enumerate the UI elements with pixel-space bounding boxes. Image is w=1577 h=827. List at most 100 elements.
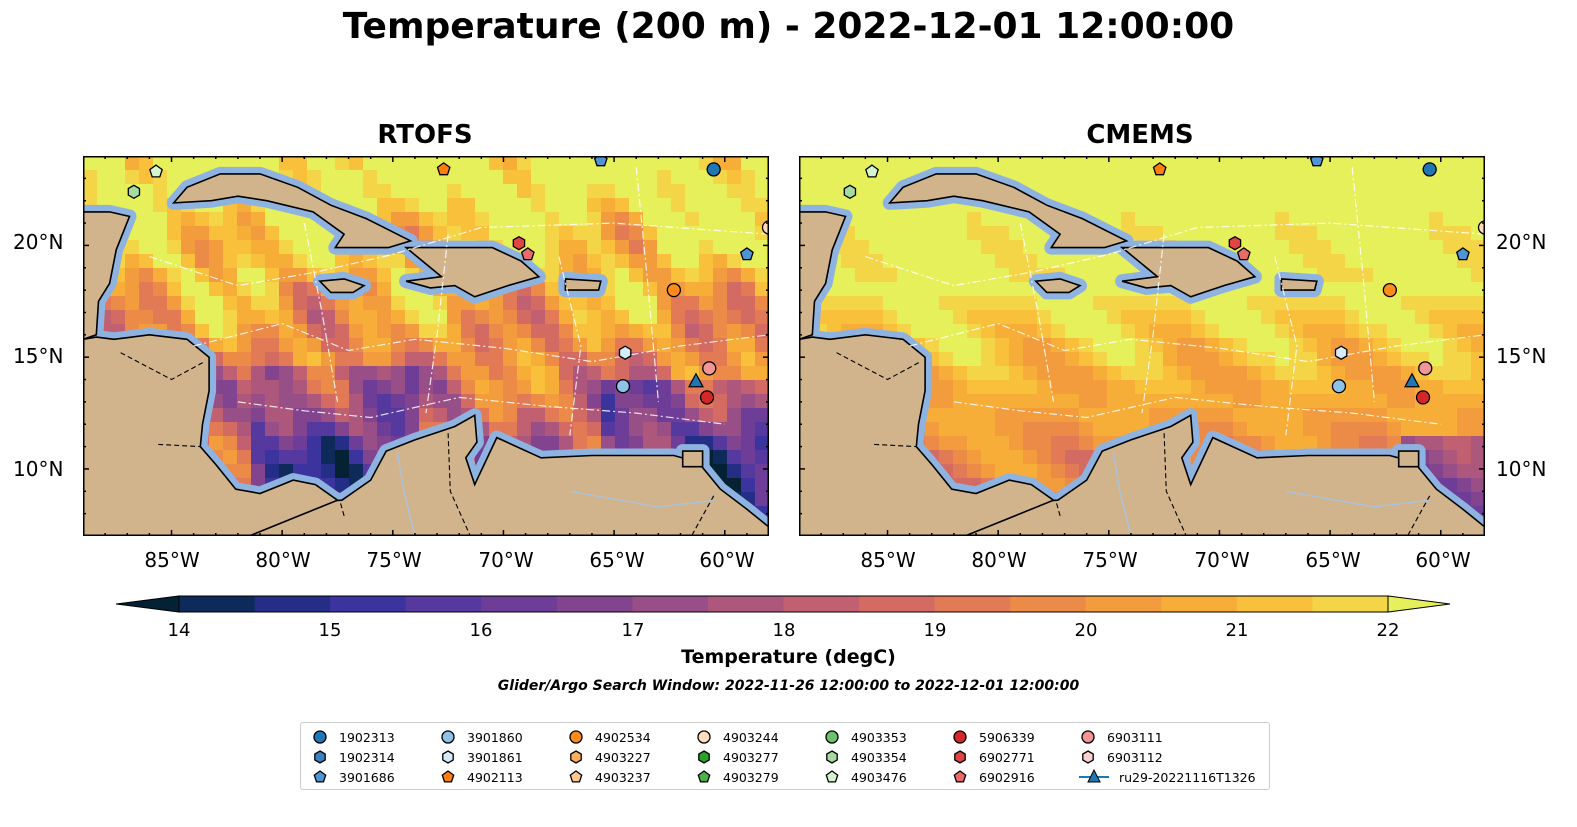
legend-item: 6903112 (1077, 747, 1163, 767)
glider-marker (687, 372, 704, 388)
legend-marker-icon (826, 750, 838, 764)
legend-label: 6903111 (1107, 729, 1163, 745)
rtofs-map-panel (83, 156, 769, 536)
legend-item: 6902916 (949, 767, 1035, 787)
float-4903244 (1477, 220, 1485, 235)
lon-label-80w-left: 80°W (255, 548, 311, 572)
colorbar-segment (556, 596, 633, 612)
colorbar-segment (934, 596, 1011, 612)
temperature-colorbar (116, 595, 1451, 613)
float-4903244 (761, 220, 769, 235)
lat-label-20n-right: 20°N (1496, 230, 1547, 254)
legend: 1902313 1902314 3901686 3901860 3901861 49021… (300, 722, 1270, 790)
legend-label: 6902916 (979, 769, 1035, 785)
legend-label: 6903112 (1107, 749, 1163, 765)
colorbar-segment (783, 596, 860, 612)
lon-label-60w-right: 60°W (1415, 548, 1471, 572)
colorbar-frame (178, 595, 1389, 613)
float-1902313 (706, 162, 721, 177)
search-window-caption: Glider/Argo Search Window: 2022-11-26 12… (497, 678, 1080, 694)
legend-item: 1902314 (309, 747, 395, 767)
legend-label: 1902314 (339, 749, 395, 765)
legend-label: 4903353 (851, 729, 907, 745)
colorbar-segment (707, 596, 784, 612)
country-borders (836, 352, 1431, 536)
legend-label: 3901861 (467, 749, 523, 765)
float-3901861 (1334, 345, 1348, 360)
figure-title: Temperature (200 m) - 2022-12-01 12:00:0… (342, 6, 1235, 47)
legend-marker-icon (825, 730, 839, 744)
legend-label: 4903244 (723, 729, 779, 745)
cmems-map-panel (799, 156, 1485, 536)
colorbar-segment (1010, 596, 1087, 612)
colorbar-segment (330, 596, 407, 612)
argo-floats (843, 156, 1485, 405)
float-6903111 (1418, 361, 1433, 376)
rivers (396, 450, 714, 536)
legend-marker-icon (442, 750, 454, 764)
legend-marker-icon (570, 750, 582, 764)
legend-marker-icon (698, 750, 710, 764)
lat-label-15n-right: 15°N (1496, 344, 1547, 368)
country-borders (120, 352, 715, 536)
float-3901686 (1309, 156, 1324, 167)
colorbar-tick-14: 14 (167, 620, 191, 641)
float-4903476 (865, 164, 879, 178)
lat-label-10n-right: 10°N (1496, 457, 1547, 481)
rivers (1112, 450, 1430, 536)
legend-marker-icon (953, 730, 967, 744)
legend-marker-icon (697, 730, 711, 744)
float-6902771 (1228, 235, 1242, 251)
lon-label-70w-right: 70°W (1194, 548, 1250, 572)
colorbar-segment (254, 596, 331, 612)
legend-item: 6902771 (949, 747, 1035, 767)
legend-marker-icon (569, 730, 583, 744)
float-4903354 (843, 184, 857, 200)
float-4902534 (666, 282, 681, 298)
map-frame (799, 156, 1485, 536)
land-trinidad (681, 450, 704, 468)
colorbar-segment (1085, 596, 1162, 612)
float-5906339 (699, 390, 715, 405)
colorbar-segment (481, 596, 558, 612)
lat-label-15n-left: 15°N (13, 344, 64, 368)
legend-marker-icon (954, 750, 966, 764)
legend-item: 3901861 (437, 747, 523, 767)
colorbar-segment (405, 596, 482, 612)
legend-item: 1902313 (309, 727, 395, 747)
legend-marker-icon (1081, 730, 1095, 744)
colorbar-tick-15: 15 (318, 620, 342, 641)
float-6903111 (702, 361, 717, 376)
legend-item: 4902113 (437, 767, 523, 787)
land-yucatan (83, 211, 131, 341)
legend-marker-icon (1079, 768, 1109, 783)
panel-title-rtofs: RTOFS (377, 120, 473, 150)
float-3901860 (615, 379, 631, 394)
legend-label: 6902771 (979, 749, 1035, 765)
argo-floats (127, 156, 769, 405)
legend-marker-icon (569, 770, 583, 783)
lon-label-75w-left: 75°W (366, 548, 422, 572)
legend-marker-icon (953, 770, 967, 783)
land-puertorico (1280, 278, 1318, 291)
float-4902113 (1152, 162, 1167, 176)
float-3901686 (1455, 247, 1470, 261)
map-content (83, 156, 769, 536)
legend-item: 4903237 (565, 767, 651, 787)
legend-label: 4903279 (723, 769, 779, 785)
colorbar-segment (632, 596, 709, 612)
legend-label: 4903237 (595, 769, 651, 785)
legend-label: 4903277 (723, 749, 779, 765)
legend-label: 4902113 (467, 769, 523, 785)
legend-item: 4903353 (821, 727, 907, 747)
legend-item: 4903476 (821, 767, 907, 787)
float-4903354 (127, 184, 141, 200)
legend-marker-icon (313, 730, 327, 744)
colorbar-tick-21: 21 (1225, 620, 1249, 641)
legend-item: 4903354 (821, 747, 907, 767)
legend-marker-icon (313, 770, 327, 783)
map-content (799, 156, 1485, 536)
legend-item: 4903277 (693, 747, 779, 767)
float-6902771 (512, 235, 526, 251)
lat-label-20n-left: 20°N (13, 230, 64, 254)
